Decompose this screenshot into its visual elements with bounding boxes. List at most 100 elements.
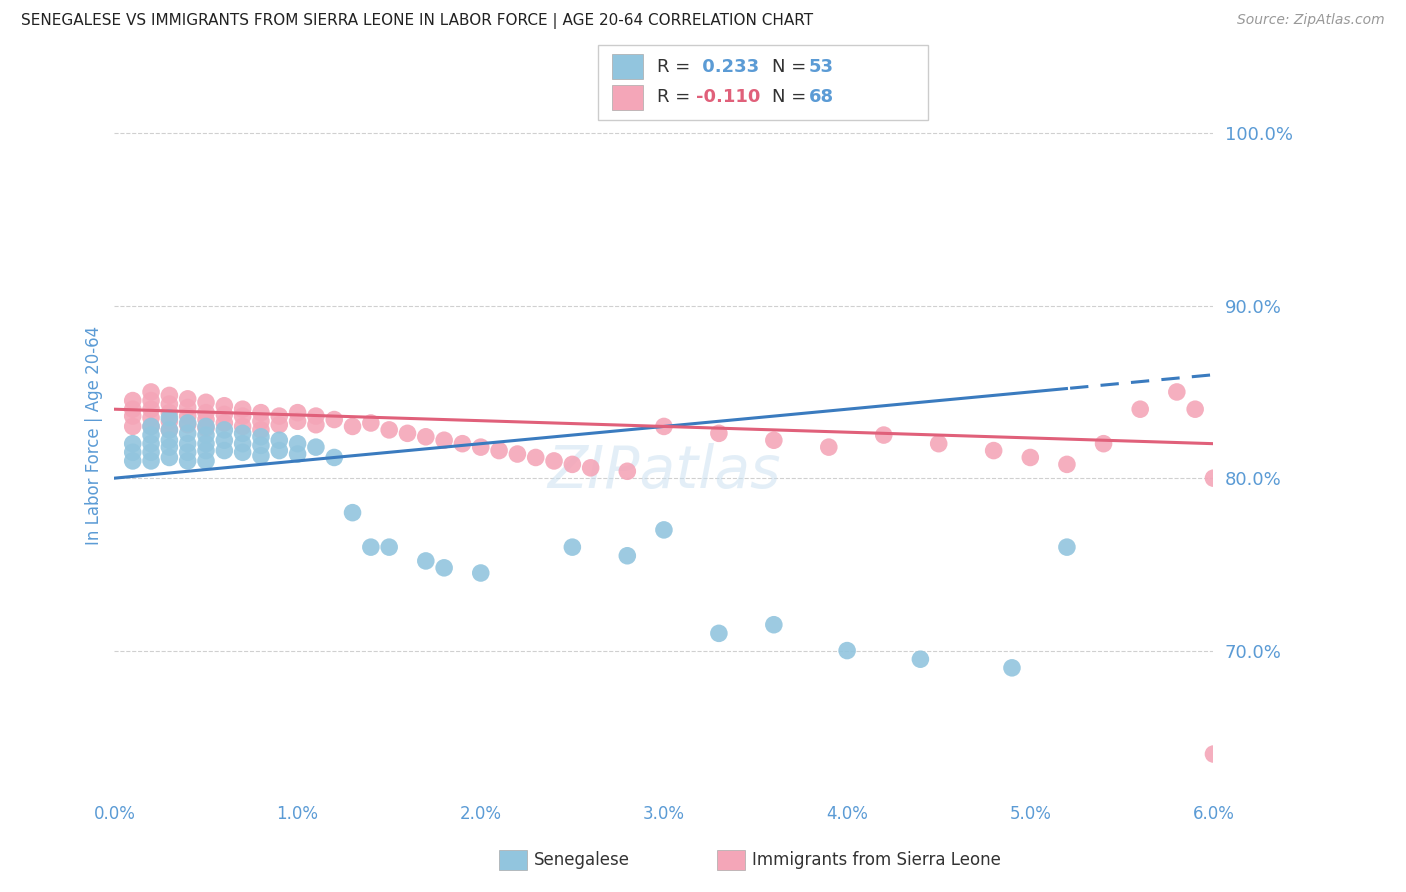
Point xyxy=(269,443,291,458)
Point xyxy=(139,410,162,425)
Point xyxy=(470,566,492,580)
Point xyxy=(214,399,236,413)
Point xyxy=(1056,540,1078,554)
Point xyxy=(837,643,859,657)
Point xyxy=(139,402,162,417)
Text: N =: N = xyxy=(772,58,811,76)
Text: Immigrants from Sierra Leone: Immigrants from Sierra Leone xyxy=(752,851,1001,869)
Point xyxy=(176,445,198,459)
Point xyxy=(139,419,162,434)
Point xyxy=(1166,384,1188,399)
Point xyxy=(195,406,218,420)
Point xyxy=(1129,402,1152,417)
Point xyxy=(176,392,198,406)
Point xyxy=(269,434,291,448)
Point xyxy=(121,409,143,423)
Point xyxy=(287,414,309,428)
Point xyxy=(232,402,254,417)
Point xyxy=(250,423,273,437)
Text: 0.233: 0.233 xyxy=(696,58,759,76)
Point xyxy=(157,423,180,437)
Point xyxy=(488,443,510,458)
Point xyxy=(176,454,198,468)
Point xyxy=(195,395,218,409)
Point xyxy=(1056,458,1078,472)
Point xyxy=(470,440,492,454)
Point xyxy=(157,388,180,402)
Point xyxy=(250,438,273,452)
Point xyxy=(214,416,236,430)
Point xyxy=(342,419,364,434)
Point xyxy=(707,626,730,640)
Point xyxy=(652,523,675,537)
Point xyxy=(652,419,675,434)
Point xyxy=(139,419,162,434)
Text: 68: 68 xyxy=(808,88,834,106)
Point xyxy=(928,436,950,450)
Point xyxy=(707,426,730,441)
Point xyxy=(360,416,382,430)
Point xyxy=(287,436,309,450)
Point xyxy=(139,393,162,408)
Text: R =: R = xyxy=(657,88,696,106)
Point xyxy=(157,414,180,428)
Point xyxy=(121,454,143,468)
Point xyxy=(910,652,932,666)
Point xyxy=(232,419,254,434)
Point xyxy=(157,434,180,448)
Point xyxy=(1001,661,1024,675)
Point xyxy=(232,436,254,450)
Point xyxy=(762,617,785,632)
Point xyxy=(214,434,236,448)
Point xyxy=(195,454,218,468)
Point xyxy=(817,440,839,454)
Point xyxy=(762,434,785,448)
Point xyxy=(195,428,218,442)
Point xyxy=(195,412,218,426)
Point xyxy=(378,423,401,437)
Point xyxy=(121,445,143,459)
Point xyxy=(121,402,143,417)
Point xyxy=(543,454,565,468)
Point xyxy=(121,393,143,408)
Point xyxy=(214,443,236,458)
Point xyxy=(287,447,309,461)
Text: R =: R = xyxy=(657,58,696,76)
Point xyxy=(396,426,419,441)
Point xyxy=(1202,471,1225,485)
Point xyxy=(378,540,401,554)
Point xyxy=(561,540,583,554)
Point xyxy=(232,445,254,459)
Point xyxy=(287,406,309,420)
Point xyxy=(121,436,143,450)
Point xyxy=(323,450,346,465)
Point xyxy=(232,426,254,441)
Point xyxy=(873,428,896,442)
Point xyxy=(139,384,162,399)
Point xyxy=(250,430,273,444)
Point xyxy=(139,428,162,442)
Point xyxy=(250,414,273,428)
Point xyxy=(176,426,198,441)
Point xyxy=(176,401,198,415)
Point xyxy=(616,464,638,478)
Point xyxy=(139,445,162,459)
Point xyxy=(214,423,236,437)
Text: SENEGALESE VS IMMIGRANTS FROM SIERRA LEONE IN LABOR FORCE | AGE 20-64 CORRELATIO: SENEGALESE VS IMMIGRANTS FROM SIERRA LEO… xyxy=(21,13,813,29)
Point xyxy=(121,419,143,434)
Point xyxy=(561,458,583,472)
Point xyxy=(524,450,547,465)
Point xyxy=(415,430,437,444)
Point xyxy=(506,447,529,461)
Point xyxy=(157,440,180,454)
Point xyxy=(305,440,328,454)
Point xyxy=(1184,402,1206,417)
Point xyxy=(1092,436,1115,450)
Y-axis label: In Labor Force | Age 20-64: In Labor Force | Age 20-64 xyxy=(86,326,103,545)
Point xyxy=(250,449,273,463)
Point xyxy=(176,409,198,423)
Point xyxy=(250,406,273,420)
Point xyxy=(1202,747,1225,761)
Point xyxy=(616,549,638,563)
Point xyxy=(176,416,198,430)
